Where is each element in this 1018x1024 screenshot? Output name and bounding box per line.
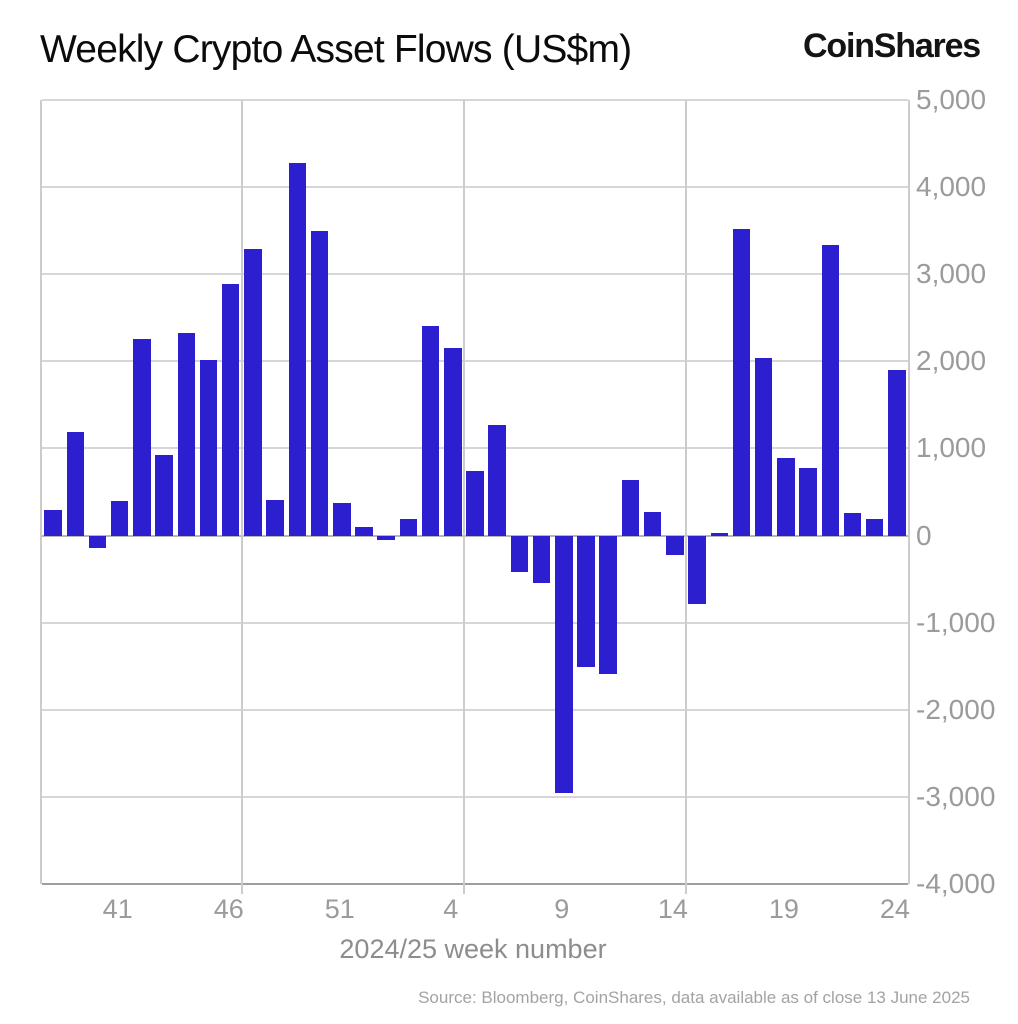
y-axis-labels: 5,000 4,000 3,000 2,000 1,000 0 -1,000 -2,000 -3… [916,85,1016,899]
plot-area [40,99,910,894]
bar-week-17 [732,228,751,536]
bar-week-40 [88,535,107,548]
x-axis-tick-label: 9 [554,894,570,924]
bar-week-49 [288,162,307,536]
y-axis-tick-label: -1,000 [916,606,996,638]
y-axis-tick-label: 2,000 [916,345,987,377]
bar-week-43 [155,454,173,536]
zero-line [42,534,908,537]
source-note: Source: Bloomberg, CoinShares, data avai… [418,988,970,1007]
coinshares-logo: CoinShares [803,27,981,65]
x-axis-tick-label: 41 [102,894,133,924]
x-axis-tick-label: 24 [879,894,910,924]
bar-week-48 [266,500,284,536]
y-axis-tick-label: -4,000 [916,868,996,899]
y-axis-tick-label: -2,000 [916,693,996,725]
v-gridline [462,100,465,894]
page-title: Weekly Crypto Asset Flows (US$m) [40,28,632,71]
bar-week-42 [133,338,151,536]
h-gridline [42,186,908,189]
y-axis-tick-label: 0 [916,519,932,551]
bar-week-52 [355,526,373,536]
bar-week-8 [532,535,551,584]
bar-week-39 [66,431,85,536]
bar-week-9 [555,535,573,794]
y-axis-tick-label: 3,000 [916,258,987,290]
bar-week-10 [577,535,595,667]
bar-week-45 [199,360,218,536]
v-gridline [240,100,243,894]
x-axis-tick-label: 46 [213,894,244,924]
bar-week-11 [599,535,617,675]
y-axis-tick-label: -3,000 [916,780,996,812]
h-gridline [42,273,908,276]
bar-week-16 [710,533,728,536]
h-gridline [42,795,908,798]
bar-week-2 [399,519,418,536]
bar-week-13 [643,512,662,536]
bar-week-19 [777,458,795,536]
bar-week-21 [821,245,840,536]
y-axis-tick-label: 4,000 [916,171,987,203]
h-gridline [42,708,908,711]
bar-week-23 [865,519,884,536]
h-gridline [42,360,908,363]
bar-week-24 [888,370,906,536]
bar-week-46 [221,283,240,536]
v-gridline [684,100,687,894]
h-gridline [42,621,908,624]
bar-week-44 [177,332,196,536]
bar-week-12 [621,479,640,536]
bar-week-5 [466,471,484,536]
bar-week-1 [377,535,395,541]
y-axis-tick-label: 1,000 [916,432,987,464]
bar-week-7 [510,535,529,573]
h-gridline [42,99,908,101]
bar-week-41 [110,500,129,536]
bar-week-14 [666,535,684,555]
bar-week-15 [688,535,706,605]
y-axis-tick-label: 5,000 [916,84,987,115]
bar-week-22 [843,512,862,536]
bar-week-18 [754,357,773,536]
bar-week-38 [44,510,62,536]
bar-week-51 [333,503,351,536]
x-axis-tick-label: 19 [768,894,799,924]
x-axis-tick-label: 4 [443,894,459,924]
h-gridline [42,447,908,450]
bar-week-6 [488,425,506,536]
bar-week-3 [421,325,440,536]
x-axis-tick-label: 51 [324,894,355,924]
bar-week-20 [799,467,817,536]
x-axis-labels: 41 46 51 4 9 14 19 24 [40,894,910,928]
x-axis-line [42,883,908,885]
x-axis-tick-label: 14 [657,894,688,924]
bar-week-47 [244,248,262,536]
x-axis-title: 2024/25 week number [339,934,607,964]
bar-week-50 [310,230,329,536]
bar-week-4 [444,348,462,536]
